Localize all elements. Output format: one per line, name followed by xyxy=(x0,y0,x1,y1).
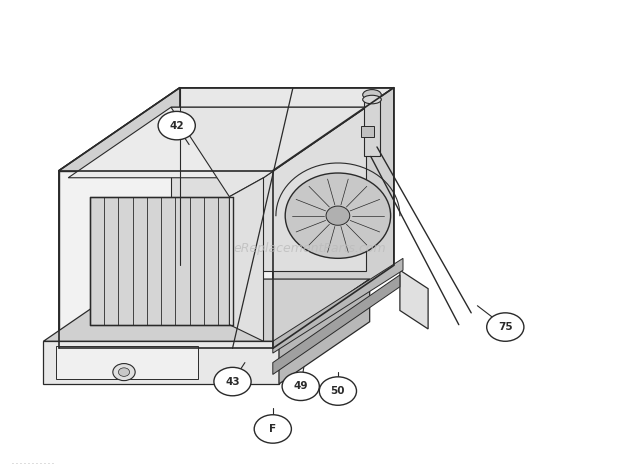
Ellipse shape xyxy=(363,90,381,100)
Polygon shape xyxy=(43,341,279,384)
Bar xyxy=(364,100,380,156)
Circle shape xyxy=(113,364,135,381)
Polygon shape xyxy=(90,197,232,325)
Polygon shape xyxy=(229,178,264,341)
Ellipse shape xyxy=(326,206,350,225)
Polygon shape xyxy=(56,346,198,379)
Text: eReplacementParts.com: eReplacementParts.com xyxy=(234,242,386,255)
Text: F: F xyxy=(269,424,277,434)
Polygon shape xyxy=(43,279,370,341)
Polygon shape xyxy=(273,275,400,374)
Text: 42: 42 xyxy=(169,120,184,131)
Circle shape xyxy=(282,372,319,401)
Polygon shape xyxy=(273,88,394,348)
Polygon shape xyxy=(59,88,394,171)
Text: 43: 43 xyxy=(225,376,240,387)
Polygon shape xyxy=(68,107,366,178)
Polygon shape xyxy=(59,88,180,348)
Text: 75: 75 xyxy=(498,322,513,332)
Text: 49: 49 xyxy=(293,381,308,392)
Polygon shape xyxy=(400,270,428,329)
Circle shape xyxy=(158,111,195,140)
Ellipse shape xyxy=(285,173,391,258)
Text: . . . . . . . . . . .: . . . . . . . . . . . xyxy=(12,460,55,465)
Circle shape xyxy=(118,368,130,376)
Ellipse shape xyxy=(363,95,381,104)
Circle shape xyxy=(214,367,251,396)
Polygon shape xyxy=(171,107,366,197)
Circle shape xyxy=(487,313,524,341)
Polygon shape xyxy=(171,107,366,271)
Circle shape xyxy=(254,415,291,443)
Circle shape xyxy=(319,377,356,405)
Polygon shape xyxy=(273,258,403,353)
Polygon shape xyxy=(59,171,273,348)
Bar xyxy=(361,126,374,137)
Polygon shape xyxy=(279,279,370,384)
Text: 50: 50 xyxy=(330,386,345,396)
